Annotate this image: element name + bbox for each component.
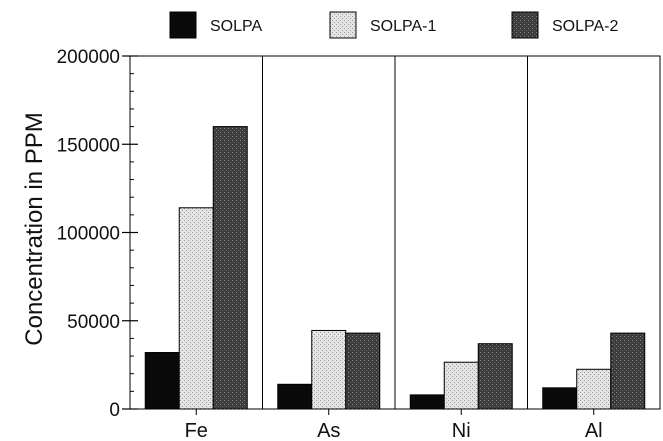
bar: [144, 352, 180, 410]
legend-item: SOLPA-2: [511, 11, 619, 39]
legend: SOLPA SOLPA-1 SOLPA-2: [169, 11, 619, 39]
y-tick-label: 0: [109, 400, 120, 421]
legend-label: SOLPA-2: [552, 18, 619, 35]
y-tick-label: 200000: [57, 47, 120, 68]
bar: [311, 329, 347, 410]
x-tick-label: Ni: [452, 420, 471, 441]
y-tick-label: 100000: [57, 224, 120, 245]
legend-item: SOLPA-1: [329, 11, 437, 39]
bar: [477, 343, 513, 410]
bar: [542, 387, 578, 410]
x-tick-label: Fe: [185, 420, 208, 441]
legend-label: SOLPA-1: [370, 18, 437, 35]
bar: [212, 126, 248, 410]
bar: [178, 207, 214, 410]
y-axis-title: Concentration in PPM: [21, 112, 48, 345]
legend-swatch-solpa-2: [511, 11, 539, 39]
bar: [277, 383, 313, 410]
x-tick-label: Al: [585, 420, 603, 441]
legend-item: SOLPA: [169, 11, 263, 39]
plot-area: 0 50000 100000 150000 200000 Fe As Ni Al: [57, 47, 661, 441]
x-tick-label: As: [317, 420, 340, 441]
bar: [610, 332, 646, 410]
y-tick-label: 50000: [67, 312, 120, 333]
y-tick-label: 150000: [57, 135, 120, 156]
legend-swatch-solpa: [169, 11, 197, 39]
legend-label: SOLPA: [210, 18, 263, 35]
bar: [409, 394, 445, 410]
bar: [576, 368, 612, 410]
bar: [345, 332, 381, 410]
legend-swatch-solpa-1: [329, 11, 357, 39]
bar: [443, 361, 479, 410]
